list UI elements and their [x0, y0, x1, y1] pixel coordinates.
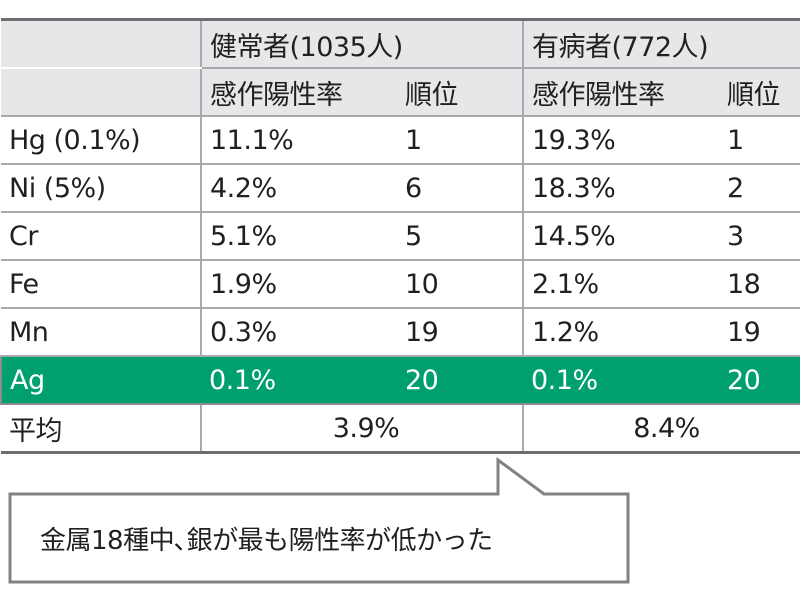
patient-group-header: 有病者(772人)	[521, 18, 800, 69]
healthy-rate: 0.1%	[201, 355, 397, 405]
table-row: Mn 0.3% 19 1.2% 19	[1, 308, 800, 357]
patient-rank-header: 順位	[719, 68, 800, 117]
group-header-row: 健常者(1035人) 有病者(772人)	[1, 18, 800, 69]
patient-rate: 18.3%	[522, 164, 719, 213]
healthy-rate: 5.1%	[200, 212, 397, 261]
metal-name: Ag	[0, 355, 201, 405]
allergy-rate-table: 健常者(1035人) 有病者(772人) 感作陽性率 順位 感作陽性率 順位 H…	[0, 18, 800, 454]
healthy-rank-header: 順位	[397, 68, 523, 117]
patient-rank: 18	[719, 260, 800, 309]
callout-text: 金属18種中､銀が最も陽性率が低かった	[40, 526, 493, 556]
healthy-rank: 5	[397, 212, 523, 261]
table-row: Ni (5%) 4.2% 6 18.3% 2	[1, 164, 800, 213]
patient-rank: 3	[719, 212, 800, 261]
patient-rate: 14.5%	[522, 212, 719, 261]
average-label: 平均	[1, 404, 201, 454]
metal-name: Hg (0.1%)	[1, 116, 201, 165]
sub-header-row: 感作陽性率 順位 感作陽性率 順位	[1, 68, 800, 117]
healthy-rank: 1	[397, 116, 523, 165]
average-row: 平均 3.9% 8.4%	[1, 404, 800, 454]
patient-rank: 2	[719, 164, 800, 213]
patient-rank: 1	[719, 116, 800, 165]
table-row: Fe 1.9% 10 2.1% 18	[1, 260, 800, 309]
patient-rank: 19	[719, 308, 800, 357]
patient-average: 8.4%	[521, 404, 800, 454]
patient-rate: 2.1%	[522, 260, 719, 309]
metal-name: Mn	[1, 308, 201, 357]
healthy-rate: 11.1%	[200, 116, 397, 165]
metal-name: Cr	[1, 212, 201, 261]
metal-name: Ni (5%)	[1, 164, 201, 213]
metal-name: Fe	[1, 260, 201, 309]
patient-rate: 0.1%	[523, 355, 719, 405]
healthy-average: 3.9%	[200, 404, 523, 454]
healthy-rate: 4.2%	[200, 164, 397, 213]
table-row: Cr 5.1% 5 14.5% 3	[1, 212, 800, 261]
healthy-rank: 19	[397, 308, 523, 357]
table-row: Hg (0.1%) 11.1% 1 19.3% 1	[1, 116, 800, 165]
healthy-rate: 1.9%	[200, 260, 397, 309]
patient-rate-header: 感作陽性率	[522, 68, 719, 117]
callout-shape	[8, 457, 630, 584]
healthy-rank: 6	[397, 164, 523, 213]
highlighted-row-silver: Ag 0.1% 20 0.1% 20	[0, 355, 800, 405]
patient-rate: 1.2%	[522, 308, 719, 357]
healthy-rank: 20	[397, 355, 523, 405]
healthy-rate-header: 感作陽性率	[200, 68, 397, 117]
healthy-rank: 10	[397, 260, 523, 309]
patient-rate: 19.3%	[522, 116, 719, 165]
corner-cell-lower	[1, 68, 201, 117]
patient-rank: 20	[719, 355, 800, 405]
healthy-rate: 0.3%	[200, 308, 397, 357]
corner-cell	[1, 18, 201, 69]
healthy-group-header: 健常者(1035人)	[200, 18, 523, 69]
